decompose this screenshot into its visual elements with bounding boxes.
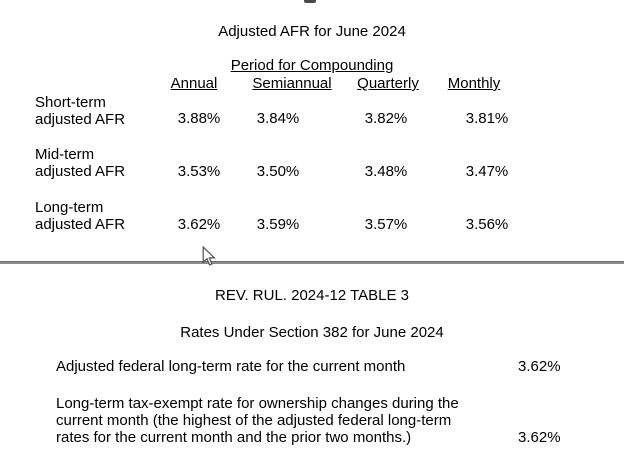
row-label-line1: Long-term: [35, 199, 104, 216]
mouse-cursor-icon: [202, 246, 216, 266]
row-label-line2: adjusted AFR: [35, 163, 126, 180]
table3-subtitle: Rates Under Section 382 for June 2024: [180, 324, 444, 341]
row-label-line1: Short-term: [35, 94, 106, 111]
short-term-quarterly-value: 3.82%: [364, 110, 408, 127]
afr-table-title: Adjusted AFR for June 2024: [218, 23, 406, 40]
long-term-semiannual-value: 3.59%: [256, 216, 300, 233]
afr-group-header-row: Period for Compounding: [0, 57, 624, 74]
short-term-semiannual-value: 3.84%: [256, 110, 300, 127]
tax-exempt-label-line3: rates for the current month and the prio…: [56, 429, 412, 446]
short-term-monthly-value: 3.81%: [465, 110, 509, 127]
row-label-line2: adjusted AFR: [35, 216, 126, 233]
long-term-monthly-value: 3.56%: [465, 216, 509, 233]
mid-term-quarterly-value: 3.48%: [364, 163, 408, 180]
cropped-text-fragment: [304, 0, 316, 3]
column-header-quarterly: Quarterly: [357, 75, 419, 92]
column-header-monthly: Monthly: [447, 75, 501, 92]
column-header-semiannual: Semiannual: [252, 75, 332, 92]
table3-title: REV. RUL. 2024-12 TABLE 3: [214, 287, 409, 304]
short-term-annual-value: 3.88%: [177, 110, 221, 127]
long-term-quarterly-value: 3.57%: [364, 216, 408, 233]
tax-exempt-label-line1: Long-term tax-exempt rate for ownership …: [56, 395, 459, 412]
tax-exempt-rate-label: Long-term tax-exempt rate for ownership …: [56, 395, 459, 446]
mid-term-semiannual-value: 3.50%: [256, 163, 300, 180]
column-header-annual: Annual: [170, 75, 218, 92]
table-row-label: Long-term adjusted AFR: [35, 199, 125, 233]
mid-term-annual-value: 3.53%: [177, 163, 221, 180]
row-label-line2: adjusted AFR: [35, 111, 126, 128]
table-row-label: Short-term adjusted AFR: [35, 94, 125, 128]
row-label-line1: Mid-term: [35, 146, 95, 163]
section-divider: [0, 261, 624, 264]
long-term-annual-value: 3.62%: [177, 216, 221, 233]
tax-exempt-label-line2: current month (the highest of the adjust…: [56, 412, 452, 429]
afr-group-header: Period for Compounding: [230, 57, 394, 74]
tax-exempt-rate-value: 3.62%: [518, 429, 561, 446]
adjusted-federal-rate-label: Adjusted federal long-term rate for the …: [56, 358, 406, 375]
adjusted-federal-rate-value: 3.62%: [518, 358, 561, 375]
mid-term-monthly-value: 3.47%: [465, 163, 509, 180]
table-row-label: Mid-term adjusted AFR: [35, 146, 125, 180]
